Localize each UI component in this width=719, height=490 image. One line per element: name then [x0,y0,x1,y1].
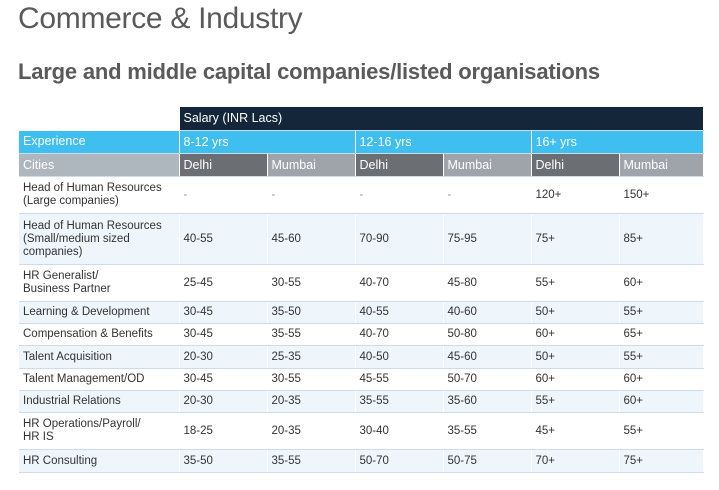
salary-cell: 20-35 [267,412,356,450]
salary-cell: 60+ [531,323,620,346]
salary-cell: 75-95 [443,213,532,265]
city-header: Mumbai [619,153,704,177]
salary-cell: 30-45 [179,368,268,391]
table-row: HR Consulting 35-50 35-55 50-70 50-75 70+ 75+ [19,449,704,473]
table-row: Talent Acquisition 20-30 25-35 40-50 45-60 50… [19,345,704,369]
salary-cell: 55+ [531,390,620,413]
salary-cell: 45-80 [443,264,532,302]
page-subtitle: Large and middle capital companies/liste… [18,59,600,84]
blank-cell [19,107,180,131]
cities-row: Cities Delhi Mumbai Delhi Mumbai Delhi M… [19,153,704,177]
salary-cell: 40-70 [355,264,444,302]
salary-cell: 35-55 [443,412,532,450]
salary-cell: 50-80 [443,323,532,346]
salary-cell: 45-60 [267,213,356,265]
salary-cell: 50-70 [355,449,444,473]
salary-cell: 65+ [619,323,704,346]
experience-band: 8-12 yrs [179,130,356,154]
salary-cell: 25-45 [179,264,268,302]
table-row: Learning & Development 30-45 35-50 40-55 40-… [19,301,704,324]
role-cell: Head of Human Resources (Large companies) [19,176,180,214]
city-header: Delhi [531,153,620,177]
experience-band: 16+ yrs [531,130,704,154]
table-row: HR Operations/Payroll/HR IS 18-25 20-35 30-… [19,412,704,450]
salary-cell: - [355,176,444,214]
role-cell: Compensation & Benefits [19,323,180,346]
salary-cell: - [443,176,532,214]
page-title: Commerce & Industry [18,2,303,35]
salary-cell: 60+ [619,368,704,391]
city-header: Delhi [179,153,268,177]
table-row: Compensation & Benefits 30-45 35-55 40-70 50… [19,323,704,346]
experience-band: 12-16 yrs [355,130,532,154]
salary-cell: 75+ [531,213,620,265]
salary-cell: 30-45 [179,323,268,346]
salary-cell: 60+ [619,264,704,302]
salary-cell: 45-60 [443,345,532,369]
salary-cell: 60+ [531,368,620,391]
table-row: Talent Management/OD 30-45 30-55 45-55 50-70… [19,368,704,391]
salary-cell: 45-55 [355,368,444,391]
salary-cell: 55+ [619,412,704,450]
salary-cell: 35-55 [267,323,356,346]
experience-label: Experience [19,130,180,154]
role-cell: HR Generalist/Business Partner [19,264,180,302]
role-cell: Talent Acquisition [19,345,180,369]
salary-cell: - [179,176,268,214]
table-row: Industrial Relations 20-30 20-35 35-55 35-60… [19,390,704,413]
role-cell: HR Consulting [19,449,180,473]
salary-cell: 35-50 [179,449,268,473]
salary-cell: 40-50 [355,345,444,369]
city-header: Mumbai [267,153,356,177]
salary-cell: 30-45 [179,301,268,324]
salary-cell: 30-40 [355,412,444,450]
role-cell: Talent Management/OD [19,368,180,391]
salary-cell: 30-55 [267,368,356,391]
role-cell: Industrial Relations [19,390,180,413]
salary-cell: 50+ [531,345,620,369]
salary-cell: 70+ [531,449,620,473]
role-cell: Head of Human Resources (Small/medium siz… [19,213,180,265]
table-row: Head of Human Resources (Large companies)… [19,176,704,214]
salary-cell: 70-90 [355,213,444,265]
salary-cell: 120+ [531,176,620,214]
salary-cell: 50-75 [443,449,532,473]
experience-row: Experience 8-12 yrs 12-16 yrs 16+ yrs [19,130,704,154]
salary-table: Salary (INR Lacs) Experience 8-12 yrs 12… [19,107,704,473]
salary-cell: 20-30 [179,345,268,369]
salary-cell: 40-70 [355,323,444,346]
salary-cell: 150+ [619,176,704,214]
salary-cell: 20-30 [179,390,268,413]
salary-cell: - [267,176,356,214]
salary-cell: 45+ [531,412,620,450]
salary-header: Salary (INR Lacs) [179,107,704,131]
table-row: HR Generalist/Business Partner 25-45 30-55… [19,264,704,302]
salary-cell: 85+ [619,213,704,265]
salary-cell: 40-60 [443,301,532,324]
salary-cell: 60+ [619,390,704,413]
salary-header-row: Salary (INR Lacs) [19,107,704,131]
role-cell: Learning & Development [19,301,180,324]
city-header: Mumbai [443,153,532,177]
salary-cell: 35-55 [267,449,356,473]
salary-cell: 40-55 [179,213,268,265]
salary-cell: 55+ [531,264,620,302]
salary-cell: 35-50 [267,301,356,324]
salary-cell: 40-55 [355,301,444,324]
salary-cell: 35-60 [443,390,532,413]
table-row: Head of Human Resources (Small/medium siz… [19,213,704,265]
cities-label: Cities [19,153,180,177]
salary-cell: 55+ [619,345,704,369]
salary-cell: 55+ [619,301,704,324]
city-header: Delhi [355,153,444,177]
salary-cell: 50-70 [443,368,532,391]
salary-cell: 30-55 [267,264,356,302]
role-cell: HR Operations/Payroll/HR IS [19,412,180,450]
salary-cell: 18-25 [179,412,268,450]
salary-cell: 35-55 [355,390,444,413]
salary-cell: 25-35 [267,345,356,369]
salary-cell: 20-35 [267,390,356,413]
salary-cell: 75+ [619,449,704,473]
salary-cell: 50+ [531,301,620,324]
